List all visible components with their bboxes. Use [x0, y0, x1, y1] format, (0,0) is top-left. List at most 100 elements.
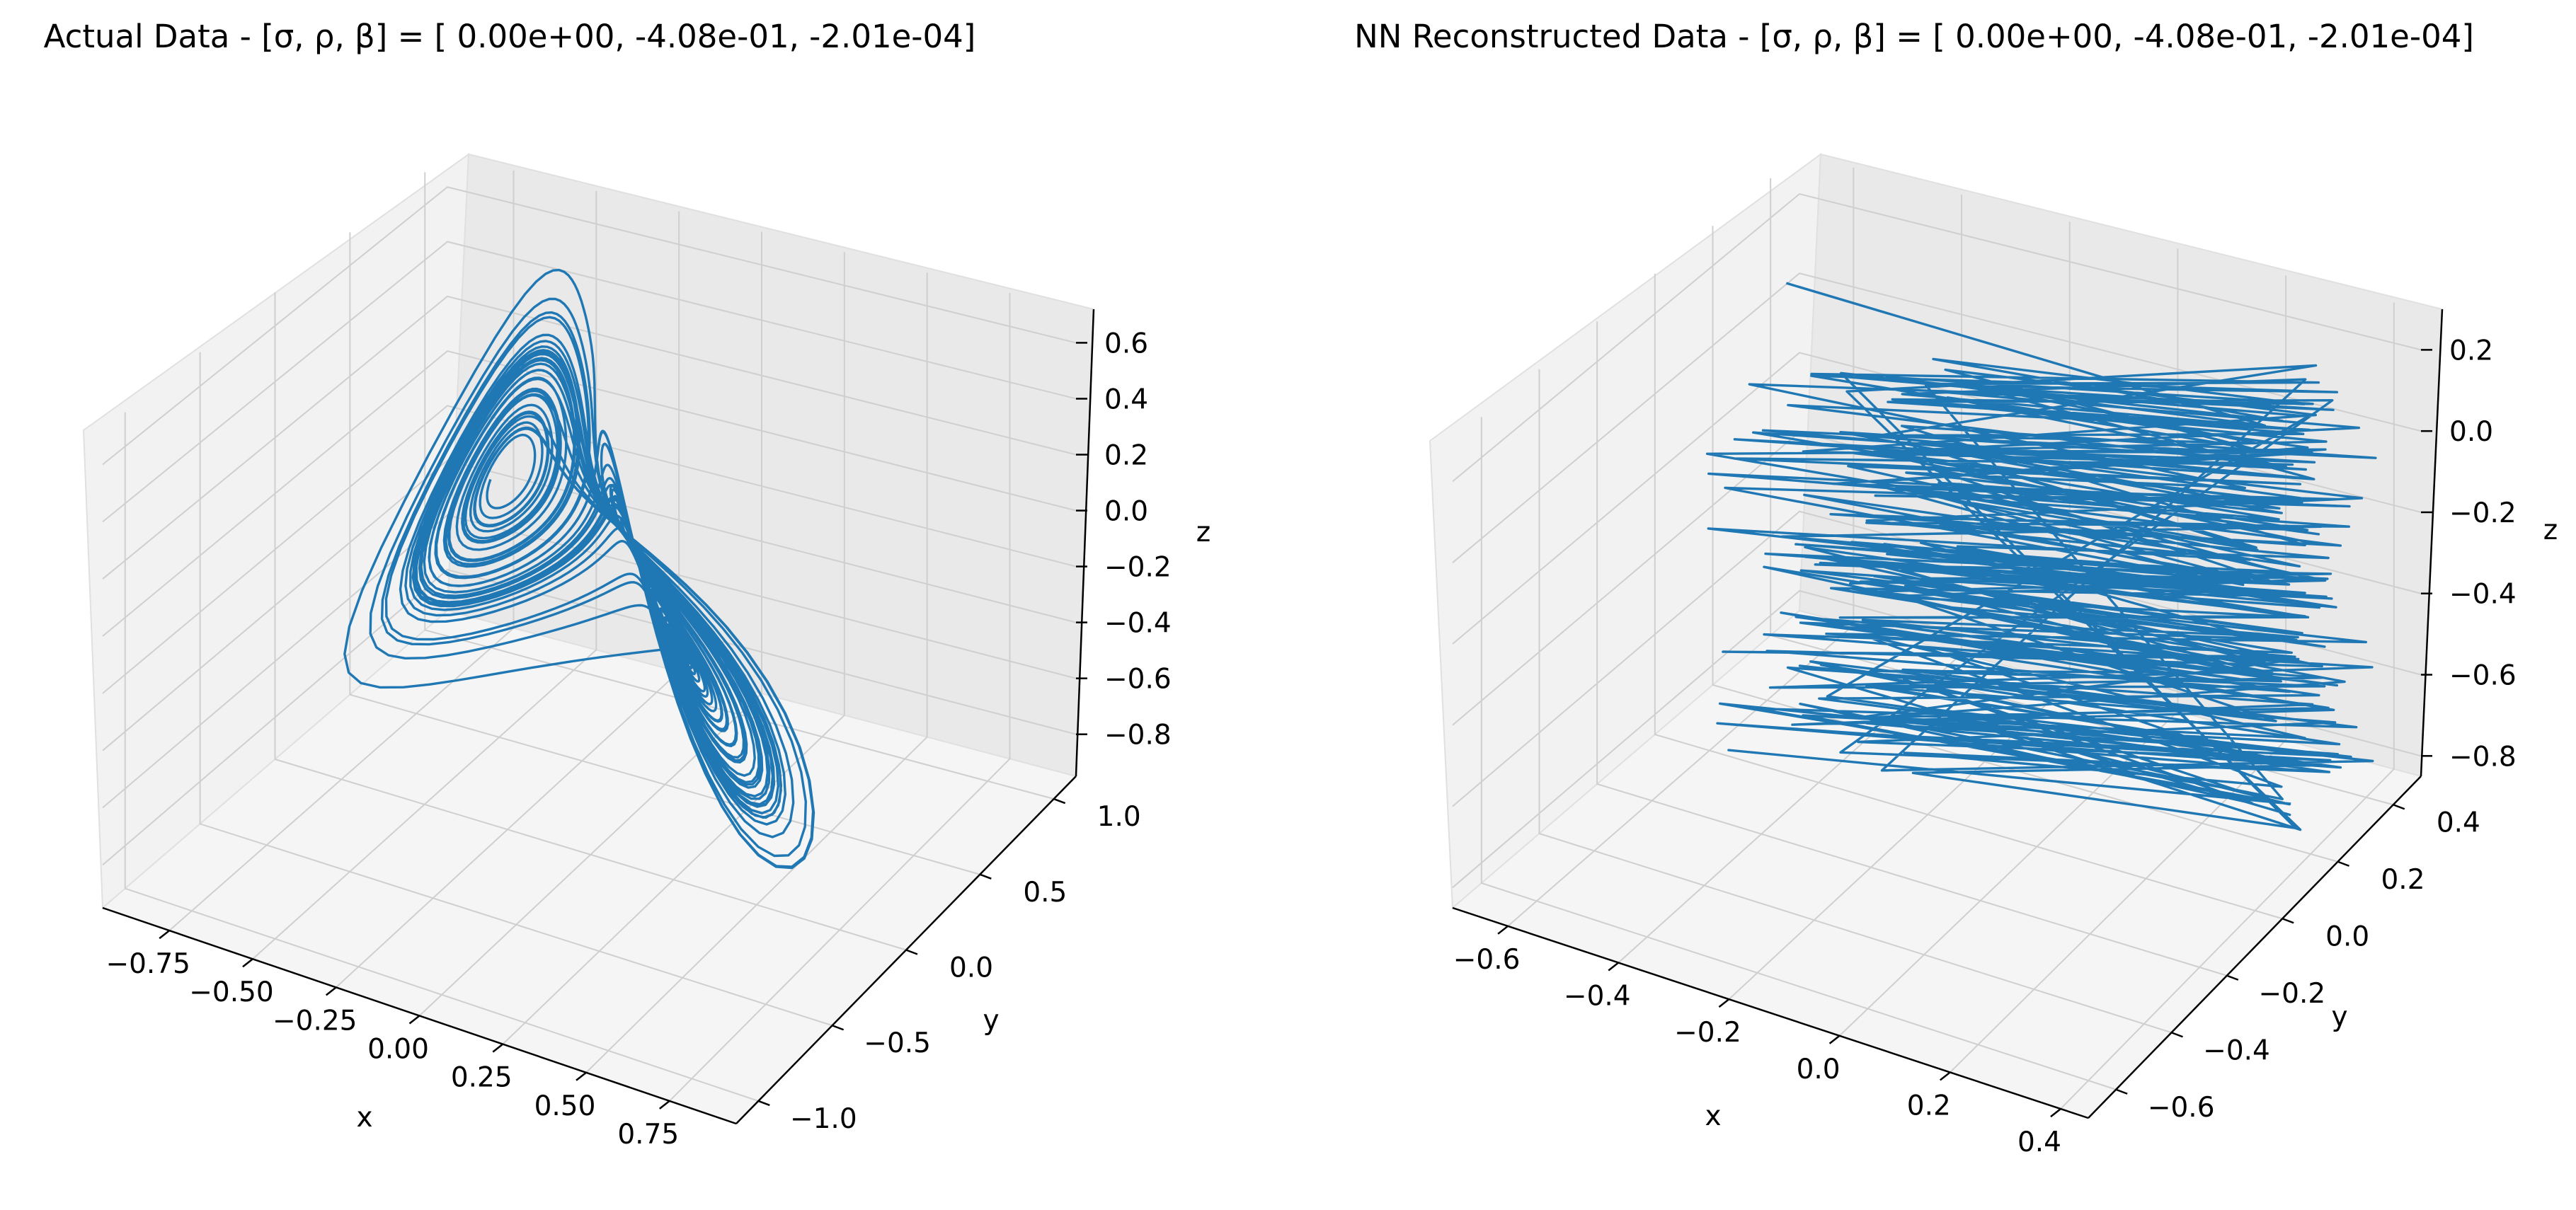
y-tick-mark	[2282, 918, 2294, 924]
series-line	[1705, 282, 2377, 831]
x-tick-mark	[1497, 925, 1509, 935]
grid-line-z	[1452, 192, 2422, 483]
x-tick-label: −0.50	[189, 976, 274, 1008]
y-tick-mark	[979, 873, 992, 880]
z-axis-label: z	[1196, 517, 1210, 548]
x-axis-line	[1452, 906, 2089, 1119]
z-tick-label: 0.0	[2449, 416, 2493, 448]
grid-line-z	[102, 186, 1077, 466]
x-tick-label: −0.4	[1564, 980, 1631, 1012]
grid-line-z	[1452, 272, 2422, 563]
x-tick-label: 0.0	[1797, 1054, 1841, 1085]
grid-line-z	[102, 459, 1077, 751]
grid-line-x	[2060, 302, 2395, 1110]
y-tick-label: −1.0	[790, 1103, 857, 1135]
y-tick-label: −0.6	[2148, 1092, 2215, 1124]
x-tick-mark	[408, 1015, 420, 1025]
x-tick-label: 0.25	[451, 1062, 513, 1094]
grid-line-y	[1538, 369, 2172, 1034]
z-ticks: −0.8 −0.6 −0.4 −0.2 0.0 0.2 0.4 0.6	[1076, 328, 1172, 751]
z-tick-label: −0.8	[2449, 741, 2517, 773]
x-tick-mark	[325, 986, 337, 996]
y-tick-mark	[2226, 974, 2239, 981]
x-tick-mark	[659, 1100, 670, 1110]
x-ticks: −0.75−0.50−0.25 0.00 0.25 0.50 0.75	[105, 930, 679, 1151]
z-tick-label: −0.4	[1104, 608, 1172, 640]
y-tick-label: −0.2	[2258, 978, 2325, 1010]
z-axis-line	[1075, 309, 1095, 777]
grid-line-y	[274, 292, 907, 951]
chart-title: NN Reconstructed Data - [σ, ρ, β] = [ 0.…	[1354, 18, 2474, 55]
z-axis-line	[2420, 309, 2444, 777]
x-tick-label: 0.75	[617, 1119, 679, 1151]
x-tick-mark	[1828, 1035, 1841, 1044]
z-tick-label: −0.4	[2449, 579, 2517, 611]
x-tick-label: 0.4	[2017, 1127, 2061, 1158]
y-tick-mark	[2393, 804, 2405, 810]
grid-line-z	[102, 568, 1077, 866]
x-tick-mark	[159, 930, 170, 940]
chart-title: Actual Data - [σ, ρ, β] = [ 0.00e+00, -4…	[44, 18, 976, 55]
grid-line-y	[1596, 321, 2228, 976]
x-tick-mark	[492, 1043, 504, 1053]
trajectory-series	[343, 268, 815, 870]
grid-line-x	[585, 272, 928, 1073]
y-tick-mark	[2115, 1088, 2128, 1095]
y-ticks: −1.0 −0.5 0.0 0.5 1.0	[757, 797, 1141, 1135]
grid-line-z	[102, 350, 1077, 637]
grid-line-y	[1654, 273, 2283, 920]
y-ticks: −0.6 −0.4 −0.20.0 0.2 0.4	[2115, 804, 2480, 1124]
x-tick-mark	[576, 1071, 587, 1081]
y-tick-mark	[2337, 860, 2349, 867]
z-tick-label: −0.6	[1104, 664, 1172, 696]
x-tick-mark	[1608, 962, 1620, 972]
z-axis-label: z	[2543, 514, 2558, 546]
z-tick-label: 0.2	[1104, 440, 1148, 472]
y-tick-label: 0.0	[949, 952, 993, 984]
x-tick-label: −0.2	[1674, 1017, 1741, 1049]
y-tick-mark	[832, 1025, 845, 1031]
z-tick-label: 0.2	[2449, 335, 2493, 367]
grid-line-y	[124, 412, 759, 1102]
grid-lines	[102, 171, 1077, 1102]
x-tick-mark	[1940, 1071, 1951, 1081]
y-tick-mark	[905, 949, 918, 955]
grid-line-x	[502, 252, 845, 1045]
z-tick-label: 0.4	[1104, 384, 1148, 415]
y-axis-label: y	[2331, 1001, 2347, 1033]
x-tick-label: −0.75	[105, 948, 190, 980]
y-tick-label: 0.5	[1023, 877, 1067, 909]
grid-line-z	[102, 241, 1077, 523]
x-tick-label: 0.2	[1907, 1090, 1951, 1122]
x-tick-mark	[1718, 998, 1730, 1008]
chart-panel-actual: Actual Data - [σ, ρ, β] = [ 0.00e+00, -4…	[44, 18, 1211, 1151]
grid-line-x	[669, 292, 1011, 1102]
z-tick-label: −0.2	[1104, 552, 1172, 584]
x-tick-label: 0.50	[534, 1090, 596, 1122]
y-tick-mark	[2171, 1032, 2183, 1038]
grid-line-y	[199, 352, 832, 1027]
y-axis-label: y	[983, 1005, 999, 1037]
grid-line-x	[418, 231, 762, 1017]
grid-line-y	[1712, 226, 2338, 863]
series-line	[343, 268, 815, 870]
chart-panel-reconstructed: NN Reconstructed Data - [σ, ρ, β] = [ 0.…	[1354, 18, 2558, 1158]
y-tick-mark	[757, 1100, 770, 1107]
x-axis-label: x	[1705, 1100, 1721, 1132]
y-tick-label: 1.0	[1097, 801, 1141, 833]
z-tick-label: −0.2	[2449, 497, 2517, 529]
y-tick-mark	[1053, 797, 1066, 805]
y-axis-line	[2088, 776, 2422, 1119]
x-tick-label: 0.00	[367, 1034, 429, 1066]
grid-line-y	[424, 172, 1054, 800]
grid-line-y	[1480, 417, 2117, 1090]
z-ticks: −0.8 −0.6 −0.4 −0.2 0.0 0.2	[2421, 335, 2517, 773]
trajectory-series	[1705, 282, 2377, 831]
y-tick-label: −0.5	[864, 1027, 931, 1059]
x-tick-label: −0.25	[273, 1005, 357, 1037]
grid-line-x	[252, 190, 597, 960]
z-tick-label: −0.8	[1104, 720, 1172, 751]
grid-line-z	[102, 295, 1077, 580]
